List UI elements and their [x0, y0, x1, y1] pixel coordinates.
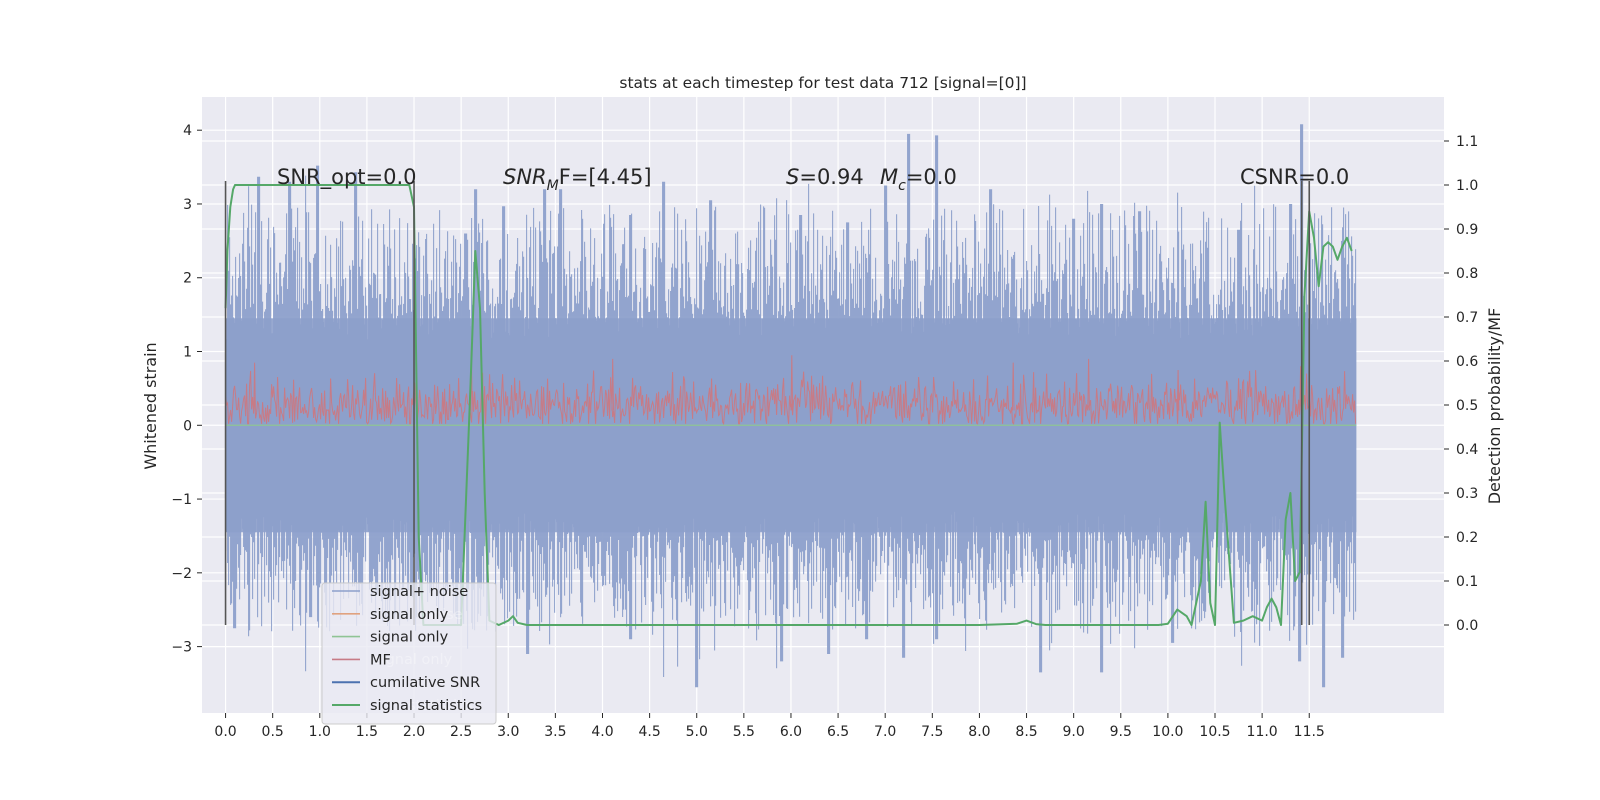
- x-tick-label: 4.0: [591, 724, 613, 740]
- y-right-tick-label: 0.5: [1456, 398, 1478, 414]
- x-tick-label: 11.5: [1294, 724, 1325, 740]
- annotation-s-main: S: [786, 165, 799, 189]
- x-tick-label: 8.0: [968, 724, 990, 740]
- legend-box: [321, 582, 497, 725]
- x-tick-label: 11.0: [1247, 724, 1278, 740]
- y-left-tick-label: 4: [183, 123, 192, 139]
- x-axis-ticks: 0.0 0.5 1.0 1.5 2.0 2.5 3.0 3.5 4.0 4.5 5.0 5.5 6.0 6…: [214, 713, 1325, 740]
- annotation-s: S=0.94: [786, 165, 864, 189]
- y-left-tick-label: 1: [183, 345, 192, 361]
- y-right-tick-label: 1.0: [1456, 178, 1478, 194]
- x-tick-label: 10.0: [1152, 724, 1183, 740]
- y-left-tick-label: −2: [171, 566, 192, 582]
- x-tick-label: 1.0: [309, 724, 331, 740]
- y-right-tick-label: 0.2: [1456, 530, 1478, 546]
- x-tick-label: 5.0: [686, 724, 708, 740]
- y-left-tick-label: 3: [183, 197, 192, 213]
- annotation-snr-mf-sub: M: [547, 178, 559, 194]
- legend-label: cumilative SNR: [370, 675, 480, 691]
- y-left-tick-label: −1: [171, 492, 192, 508]
- annotation-snr-mf: SNRMF=[4.45]: [503, 165, 652, 194]
- annotation-csnr: CSNR=0.0: [1240, 165, 1349, 189]
- x-tick-label: 6.5: [827, 724, 849, 740]
- legend-label: signal statistics: [370, 698, 482, 714]
- legend-label: signal only: [370, 607, 449, 623]
- annotation-mc-main: M: [880, 165, 898, 189]
- y-right-tick-label: 0.1: [1456, 574, 1478, 590]
- y-right-tick-label: 0.8: [1456, 266, 1478, 282]
- legend-shadow-text-3: statistics: [408, 698, 473, 714]
- x-tick-label: 2.0: [403, 724, 425, 740]
- x-tick-label: 0.5: [262, 724, 284, 740]
- legend-label: signal only: [370, 630, 449, 646]
- x-tick-label: 9.5: [1110, 724, 1132, 740]
- chart-title: stats at each timestep for test data 712…: [619, 74, 1026, 92]
- annotation-s-rest: =0.94: [799, 165, 863, 189]
- x-tick-label: 8.5: [1015, 724, 1037, 740]
- x-tick-label: 5.5: [733, 724, 755, 740]
- y-left-tick-label: −3: [171, 640, 192, 656]
- x-tick-label: 9.0: [1063, 724, 1085, 740]
- x-tick-label: 7.0: [874, 724, 896, 740]
- x-tick-label: 7.5: [921, 724, 943, 740]
- y-right-tick-label: 0.6: [1456, 354, 1478, 370]
- legend-label: MF: [370, 652, 391, 668]
- y-right-tick-label: 0.4: [1456, 442, 1478, 458]
- x-tick-label: 3.0: [497, 724, 519, 740]
- y-right-tick-label: 0.9: [1456, 222, 1478, 238]
- y-left-axis-label: Whitened strain: [141, 342, 160, 469]
- y-right-axis-label: Detection probability/MF: [1485, 308, 1504, 505]
- y-right-tick-label: 1.1: [1456, 134, 1478, 150]
- annotation-snr-mf-rest: F=[4.45]: [559, 165, 652, 189]
- legend-shadow-text-1: noise: [424, 607, 463, 623]
- y-right-tick-label: 0.7: [1456, 310, 1478, 326]
- x-tick-label: 4.5: [638, 724, 660, 740]
- annotation-snr-opt: SNR_opt=0.0: [277, 165, 417, 190]
- x-tick-label: 1.5: [356, 724, 378, 740]
- x-tick-label: 10.5: [1199, 724, 1230, 740]
- y-left-tick-label: 0: [183, 418, 192, 434]
- annotation-mc: Mc=0.0: [880, 165, 957, 194]
- y-right-axis-ticks: 1.1 1.0 0.9 0.8 0.7 0.6 0.5 0.4 0.3 0.2 0.1 0.0: [1444, 134, 1478, 634]
- x-tick-label: 2.5: [450, 724, 472, 740]
- y-right-tick-label: 0.0: [1456, 618, 1478, 634]
- x-tick-label: 0.0: [214, 724, 236, 740]
- y-right-tick-label: 0.3: [1456, 486, 1478, 502]
- x-tick-label: 3.5: [544, 724, 566, 740]
- y-left-axis-ticks: 4 3 2 1 0 −1 −2 −3: [171, 123, 202, 656]
- y-left-tick-label: 2: [183, 271, 192, 287]
- annotation-mc-sub: c: [898, 178, 906, 194]
- legend-label: signal+ noise: [370, 584, 468, 600]
- legend: noise signal only statistics signal+ noi…: [321, 582, 497, 725]
- legend-shadow-text-2: signal only: [374, 652, 453, 668]
- x-tick-label: 6.0: [780, 724, 802, 740]
- annotation-snr-mf-main: SNR: [503, 165, 547, 189]
- annotation-mc-rest: =0.0: [906, 165, 957, 189]
- markers-layer: [224, 181, 1311, 625]
